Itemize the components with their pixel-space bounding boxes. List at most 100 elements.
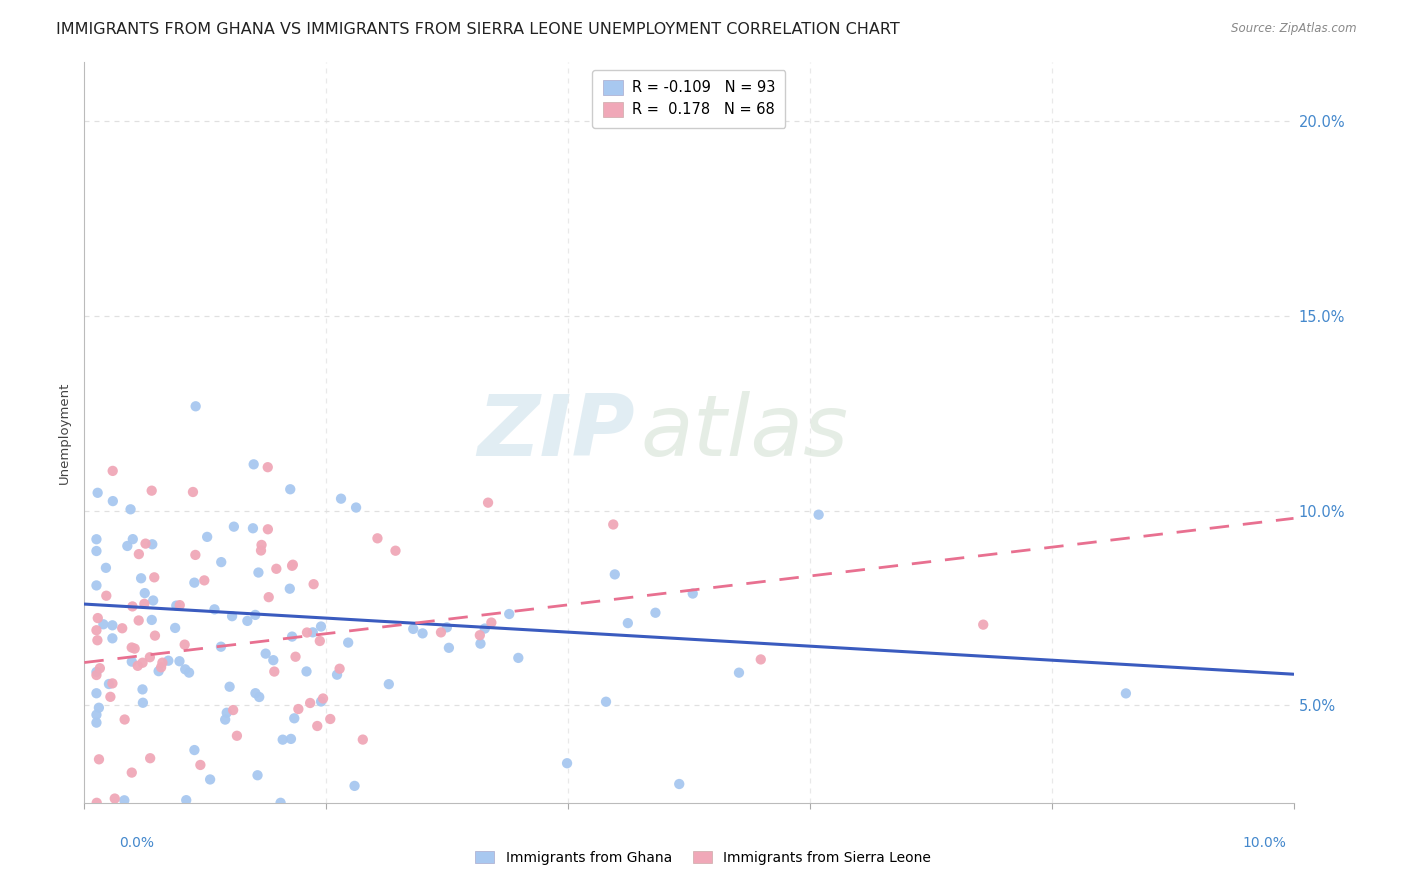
Point	[281, 630, 304, 644]
Point	[257, 522, 280, 536]
Point	[184, 399, 207, 413]
Point	[173, 638, 195, 652]
Point	[222, 519, 245, 533]
Point	[121, 765, 143, 780]
Point	[728, 665, 751, 680]
Point	[262, 653, 284, 667]
Point	[281, 558, 304, 572]
Point	[131, 656, 153, 670]
Point	[143, 629, 166, 643]
Point	[101, 676, 124, 690]
Point	[86, 624, 108, 638]
Point	[644, 606, 666, 620]
Point	[595, 695, 617, 709]
Point	[247, 690, 270, 704]
Point	[128, 547, 150, 561]
Point	[474, 622, 496, 636]
Point	[221, 609, 243, 624]
Point	[139, 751, 162, 765]
Point	[477, 496, 499, 510]
Point	[337, 635, 360, 649]
Point	[602, 517, 624, 532]
Point	[135, 536, 157, 550]
Text: 0.0%: 0.0%	[120, 836, 155, 850]
Point	[266, 562, 288, 576]
Point	[242, 521, 264, 535]
Point	[86, 633, 108, 648]
Point	[184, 548, 207, 562]
Point	[193, 574, 215, 588]
Point	[218, 680, 240, 694]
Point	[86, 686, 108, 700]
Point	[250, 538, 273, 552]
Point	[278, 482, 301, 496]
Point	[128, 614, 150, 628]
Point	[430, 625, 453, 640]
Point	[141, 613, 163, 627]
Point	[498, 607, 520, 621]
Point	[181, 485, 204, 500]
Point	[470, 637, 492, 651]
Point	[114, 713, 136, 727]
Point	[86, 485, 108, 500]
Point	[246, 768, 269, 782]
Point	[112, 793, 135, 807]
Point	[141, 537, 163, 551]
Point	[280, 731, 302, 746]
Text: Source: ZipAtlas.com: Source: ZipAtlas.com	[1232, 22, 1357, 36]
Point	[617, 616, 640, 631]
Point	[295, 625, 318, 640]
Point	[174, 662, 197, 676]
Point	[682, 586, 704, 600]
Point	[183, 575, 205, 590]
Point	[215, 706, 238, 720]
Point	[101, 494, 124, 508]
Point	[195, 530, 218, 544]
Point	[131, 682, 153, 697]
Point	[127, 658, 149, 673]
Point	[104, 791, 127, 805]
Point	[309, 694, 332, 708]
Point	[165, 599, 187, 613]
Point	[134, 597, 156, 611]
Point	[190, 758, 212, 772]
Point	[479, 615, 502, 630]
Point	[312, 691, 335, 706]
Point	[302, 577, 325, 591]
Point	[87, 611, 110, 625]
Point	[142, 593, 165, 607]
Point	[86, 715, 108, 730]
Point	[330, 491, 353, 506]
Point	[245, 686, 267, 700]
Point	[124, 641, 146, 656]
Point	[86, 668, 108, 682]
Point	[329, 662, 352, 676]
Point	[101, 464, 124, 478]
Point	[270, 796, 292, 810]
Point	[352, 732, 374, 747]
Point	[278, 582, 301, 596]
Point	[86, 578, 108, 592]
Point	[263, 665, 285, 679]
Point	[343, 779, 366, 793]
Point	[972, 617, 994, 632]
Point	[134, 586, 156, 600]
Point	[436, 620, 458, 634]
Text: ZIP: ZIP	[477, 391, 634, 475]
Point	[111, 621, 134, 635]
Point	[169, 598, 191, 612]
Point	[236, 614, 259, 628]
Point	[402, 622, 425, 636]
Point	[198, 772, 221, 787]
Point	[247, 566, 270, 580]
Point	[121, 532, 143, 546]
Point	[94, 561, 117, 575]
Point	[209, 640, 232, 654]
Text: 10.0%: 10.0%	[1243, 836, 1286, 850]
Point	[86, 544, 108, 558]
Point	[307, 719, 329, 733]
Point	[749, 652, 772, 666]
Point	[150, 660, 173, 674]
Point	[384, 543, 406, 558]
Point	[204, 602, 226, 616]
